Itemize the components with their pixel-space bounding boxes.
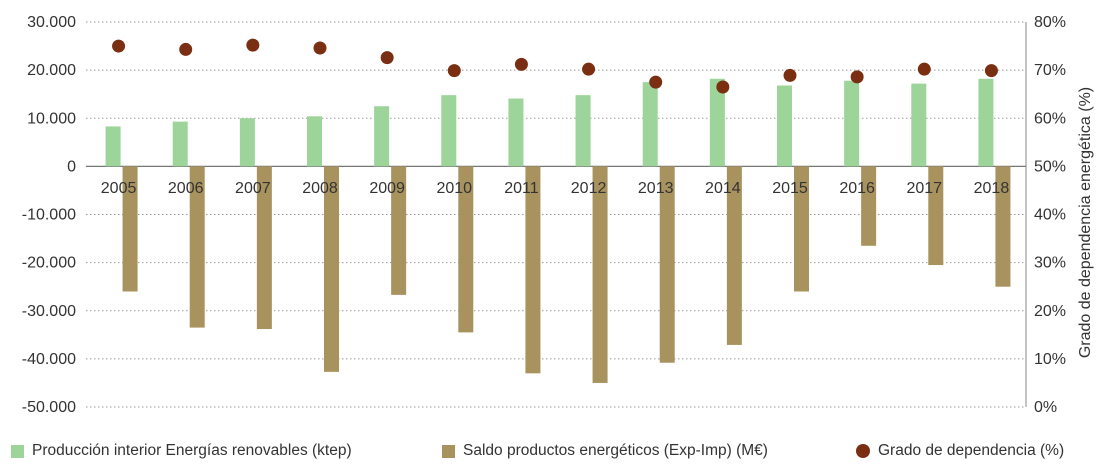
category-label: 2017 bbox=[906, 180, 942, 197]
bar-balance bbox=[256, 166, 272, 330]
left-tick-label: -20.000 bbox=[22, 255, 76, 272]
bar-balance bbox=[928, 166, 944, 266]
dependency-point bbox=[313, 41, 327, 55]
dependency-point bbox=[514, 57, 528, 71]
bar-balance bbox=[189, 166, 205, 328]
legend-label-renewables: Producción interior Energías renovables … bbox=[32, 442, 352, 459]
right-tick-label: 40% bbox=[1034, 207, 1066, 224]
bar-renewables bbox=[374, 106, 390, 167]
right-axis-ticks: 80% 70% 60% 50% 40% 30% 20% 10% 0% bbox=[1034, 14, 1066, 416]
category-label: 2018 bbox=[974, 180, 1010, 197]
legend-swatch-renewables bbox=[11, 444, 24, 458]
dependency-points bbox=[112, 38, 998, 94]
legend-swatch-balance bbox=[442, 444, 455, 458]
legend-label-dependency: Grado de dependencia (%) bbox=[878, 442, 1065, 459]
bar-renewables bbox=[307, 116, 322, 167]
bar-renewables bbox=[575, 95, 591, 167]
category-label: 2005 bbox=[101, 180, 137, 197]
bar-balance bbox=[324, 166, 339, 372]
dependency-point bbox=[716, 80, 730, 94]
category-label: 2015 bbox=[772, 180, 808, 197]
category-label: 2009 bbox=[369, 180, 405, 197]
bar-renewables bbox=[777, 85, 792, 167]
category-label: 2008 bbox=[302, 180, 338, 197]
bar-renewables bbox=[978, 78, 994, 167]
bar-renewables bbox=[239, 118, 255, 167]
bar-balance bbox=[525, 166, 541, 374]
dependency-point bbox=[783, 68, 797, 82]
bar-balance bbox=[995, 166, 1011, 287]
dependency-chart: 2005 2006 2007 2008 2009 2010 2011 2012 2013 2014… bbox=[22, 14, 1094, 416]
bar-renewables bbox=[172, 121, 188, 167]
bar-renewables bbox=[642, 82, 658, 167]
dependency-point bbox=[649, 75, 663, 89]
left-tick-label: 0 bbox=[67, 158, 76, 175]
bars bbox=[105, 78, 1011, 383]
legend-label-balance: Saldo productos energéticos (Exp-Imp) (M… bbox=[463, 442, 768, 459]
left-tick-label: 10.000 bbox=[27, 110, 76, 127]
legend-swatch-dependency bbox=[856, 444, 870, 458]
dependency-point bbox=[582, 62, 596, 76]
dependency-point bbox=[179, 42, 193, 56]
right-axis-title: Grado de dependencia energética (%) bbox=[1077, 87, 1094, 358]
bar-renewables bbox=[508, 98, 524, 167]
right-tick-label: 30% bbox=[1034, 255, 1066, 272]
dependency-point bbox=[917, 62, 931, 76]
left-tick-label: -30.000 bbox=[22, 303, 76, 320]
left-axis-ticks: 30.000 20.000 10.000 0 -10.000 -20.000 -30.000… bbox=[22, 14, 76, 416]
dependency-point bbox=[380, 51, 394, 65]
legend-item-dependency: Grado de dependencia (%) bbox=[856, 442, 1064, 460]
bar-renewables bbox=[911, 83, 927, 167]
dependency-point bbox=[112, 39, 126, 53]
bar-balance bbox=[391, 166, 407, 295]
category-label: 2007 bbox=[235, 180, 271, 197]
gridlines bbox=[86, 21, 1026, 408]
category-label: 2016 bbox=[839, 180, 875, 197]
right-tick-label: 70% bbox=[1034, 62, 1066, 79]
right-tick-label: 80% bbox=[1034, 14, 1066, 31]
legend-item-balance: Saldo productos energéticos (Exp-Imp) (M… bbox=[442, 442, 768, 460]
dependency-point bbox=[246, 38, 260, 52]
left-tick-label: 20.000 bbox=[27, 62, 76, 79]
category-label: 2006 bbox=[168, 180, 204, 197]
legend: Producción interior Energías renovables … bbox=[0, 440, 1102, 465]
left-tick-label: -10.000 bbox=[22, 207, 76, 224]
right-tick-label: 60% bbox=[1034, 110, 1066, 127]
right-tick-label: 50% bbox=[1034, 158, 1066, 175]
right-tick-label: 0% bbox=[1034, 399, 1057, 416]
category-label: 2012 bbox=[571, 180, 607, 197]
bar-renewables bbox=[844, 80, 860, 167]
bar-balance bbox=[726, 166, 742, 345]
right-tick-label: 10% bbox=[1034, 351, 1066, 368]
bar-balance bbox=[794, 166, 809, 292]
category-label: 2014 bbox=[705, 180, 741, 197]
bar-renewables bbox=[709, 78, 725, 167]
bar-renewables bbox=[441, 95, 457, 167]
right-tick-label: 20% bbox=[1034, 303, 1066, 320]
dependency-point bbox=[984, 64, 998, 78]
category-label: 2010 bbox=[436, 180, 472, 197]
bar-renewables bbox=[105, 126, 121, 167]
category-label: 2013 bbox=[638, 180, 674, 197]
bar-balance bbox=[122, 166, 138, 292]
bar-balance bbox=[659, 166, 675, 363]
bar-balance bbox=[592, 166, 608, 383]
left-tick-label: -50.000 bbox=[22, 399, 76, 416]
dependency-point bbox=[447, 64, 461, 78]
bar-balance bbox=[861, 166, 877, 246]
left-tick-label: 30.000 bbox=[27, 14, 76, 31]
legend-item-renewables: Producción interior Energías renovables … bbox=[11, 442, 352, 460]
bar-balance bbox=[458, 166, 474, 333]
category-label: 2011 bbox=[504, 180, 539, 197]
dependency-point bbox=[850, 70, 864, 84]
left-tick-label: -40.000 bbox=[22, 351, 76, 368]
category-labels: 2005 2006 2007 2008 2009 2010 2011 2012 2013 2014… bbox=[101, 180, 1010, 197]
